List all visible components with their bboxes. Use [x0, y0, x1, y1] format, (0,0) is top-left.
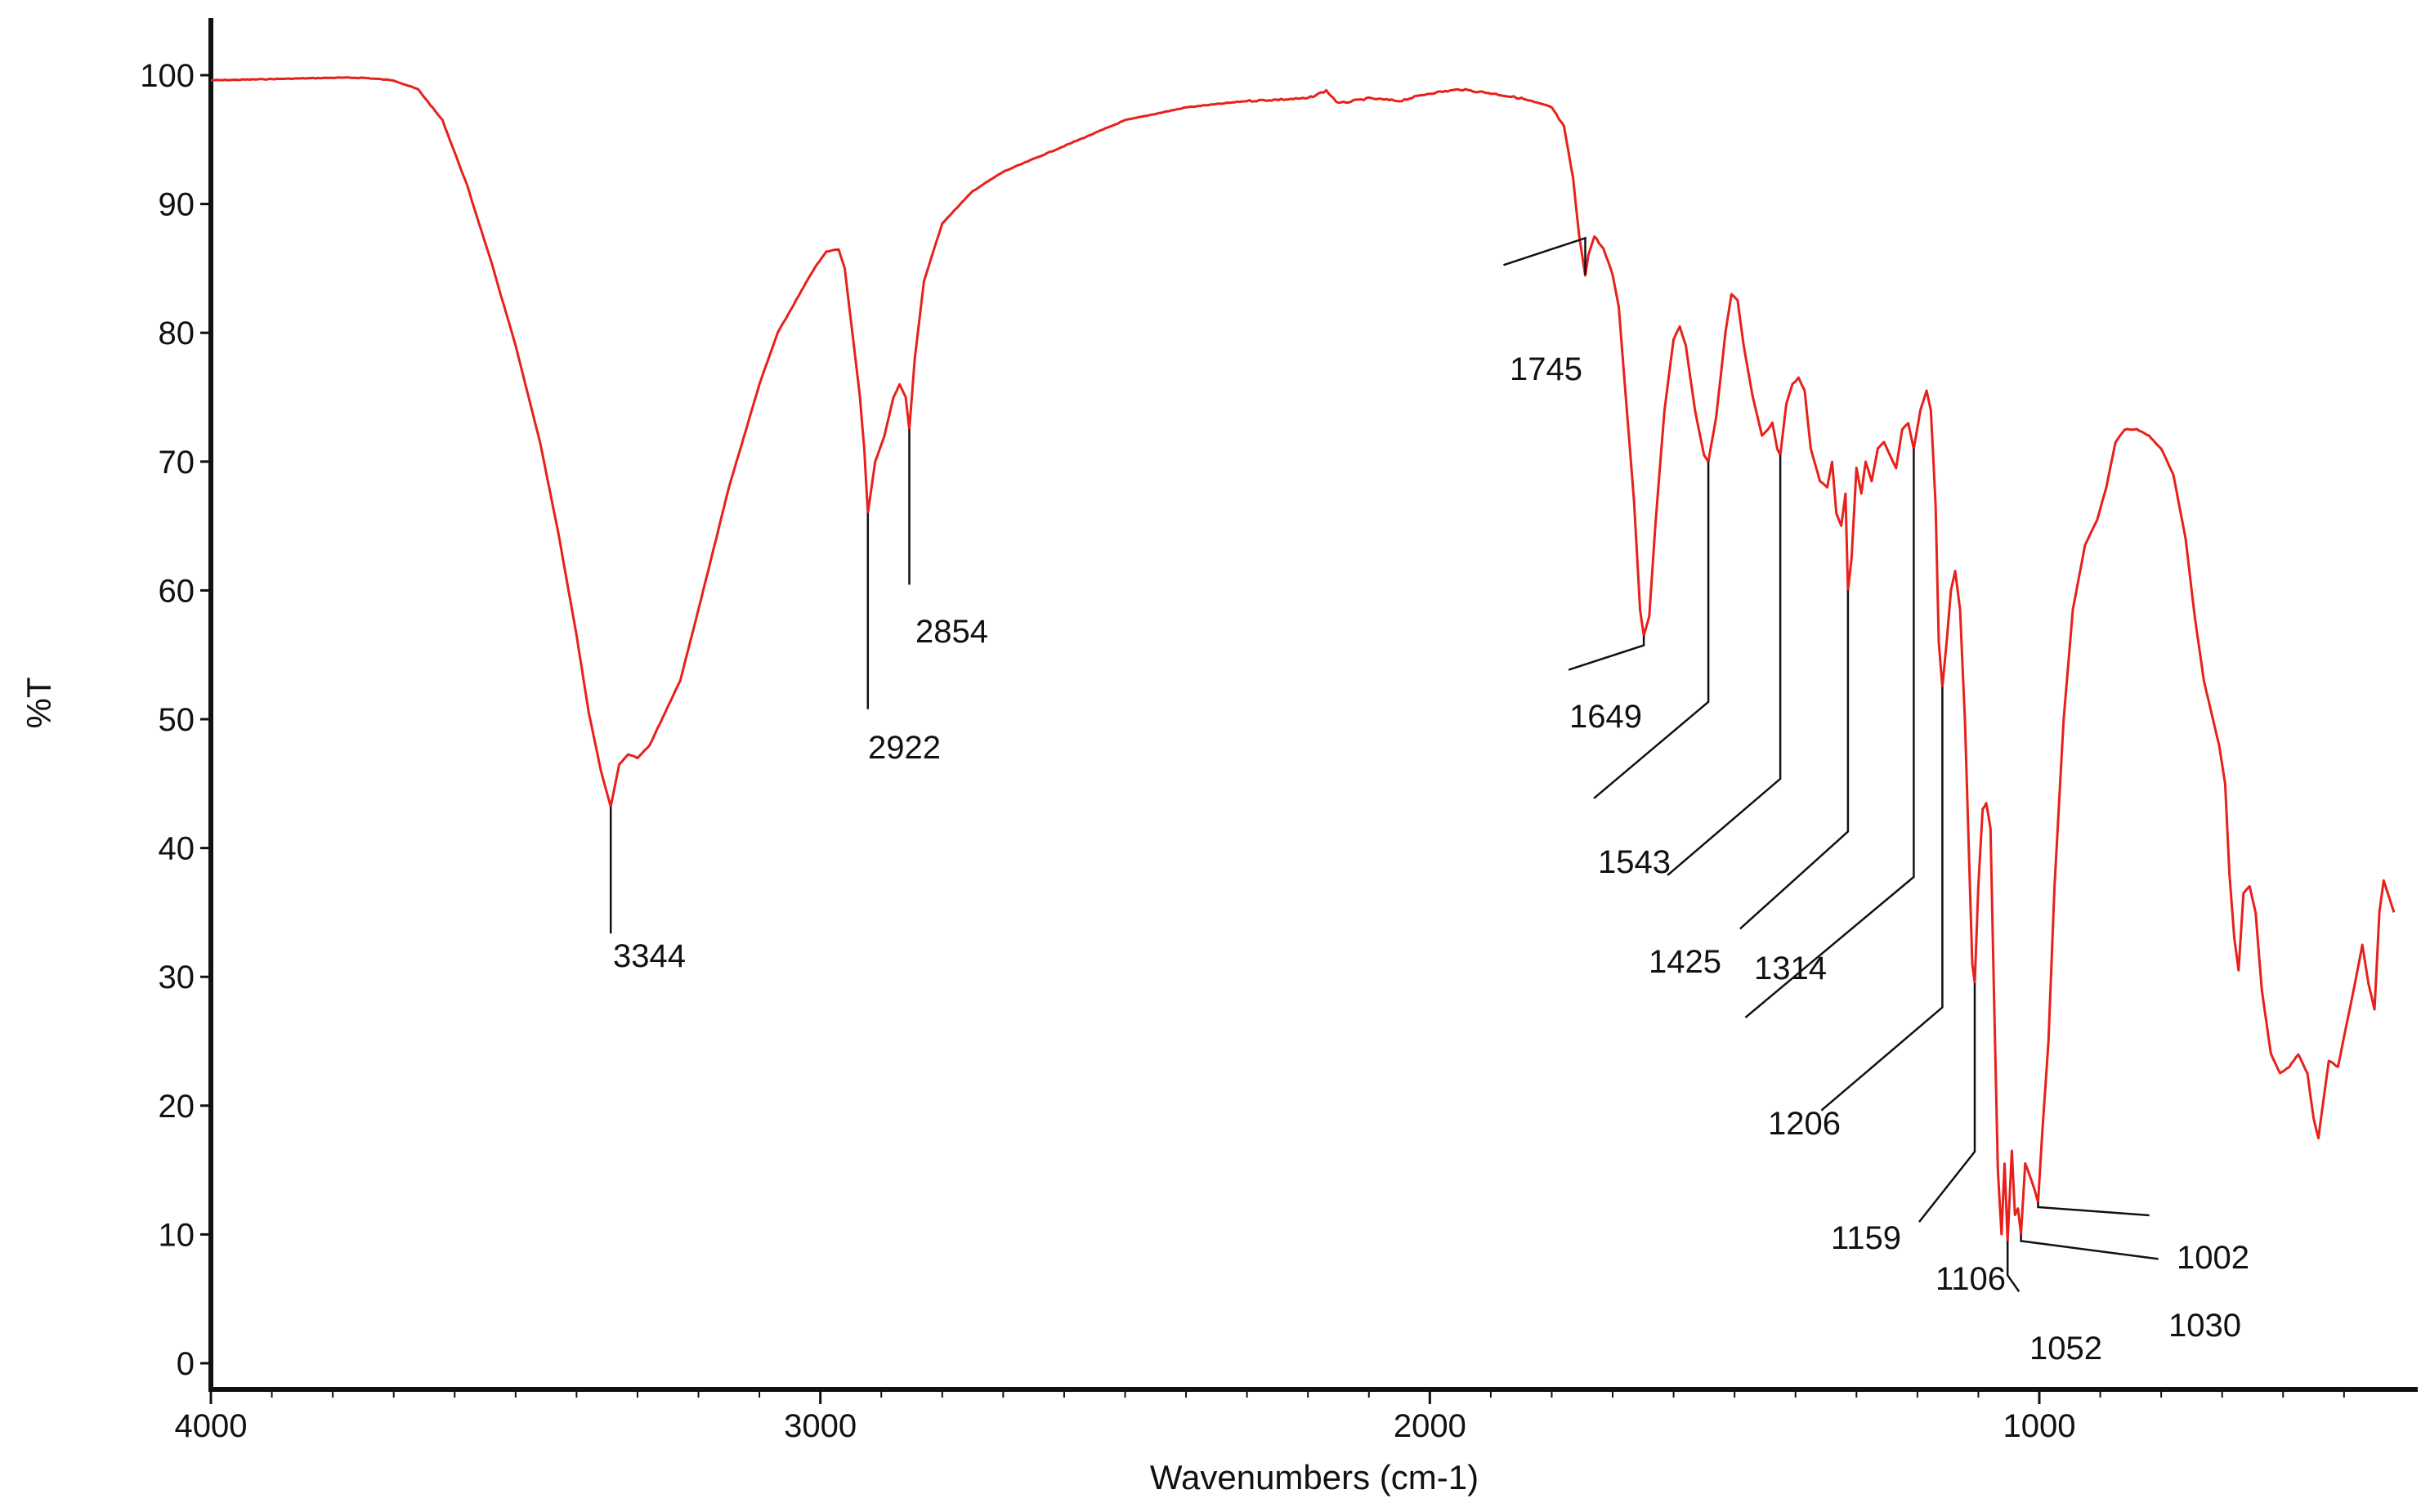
peak-label: 1052: [2029, 1331, 2102, 1367]
peak-leader-line: [1918, 983, 1976, 1223]
plot-axes: [208, 18, 2418, 1392]
peak-label: 1159: [1831, 1220, 1901, 1256]
x-tick-label: 2000: [1394, 1408, 1466, 1444]
x-tick-label: 1000: [2003, 1408, 2076, 1444]
peak-leader-line: [1568, 635, 1645, 671]
peak-label: 1030: [2168, 1308, 2241, 1344]
y-tick-label: 0: [177, 1346, 195, 1382]
y-tick-label: 30: [159, 960, 195, 995]
y-tick-label: 10: [159, 1217, 195, 1253]
series-group: [211, 76, 2396, 1242]
peak-label: 1206: [1768, 1106, 1841, 1142]
x-axis-title: Wavenumbers (cm-1): [1150, 1458, 1479, 1496]
peak-leader-line: [2020, 1234, 2159, 1260]
peak-leader-line: [2006, 1241, 2021, 1293]
x-tick-label: 4000: [175, 1408, 248, 1444]
y-tick-label: 80: [159, 315, 195, 351]
peak-leader-line: [2037, 1202, 2150, 1217]
y-tick-label: 20: [159, 1089, 195, 1125]
y-tick-label: 90: [159, 187, 195, 223]
peak-label: 1543: [1598, 844, 1671, 880]
peak-label: 2922: [868, 730, 941, 766]
peak-leader-line: [1593, 461, 1710, 799]
peak-label: 1649: [1569, 699, 1642, 735]
peak-leader-line: [1744, 449, 1915, 1018]
peak-leader-line: [1503, 236, 1586, 275]
peak-leader-line: [1739, 590, 1850, 930]
x-tick-label: 3000: [784, 1408, 857, 1444]
y-axis-title: %T: [20, 678, 58, 729]
peak-label: 1002: [2177, 1240, 2249, 1276]
peak-leader-line: [1820, 687, 1944, 1112]
peak-label: 3344: [613, 938, 686, 974]
peak-leader-line: [1667, 454, 1782, 876]
y-tick-label: 50: [159, 702, 195, 738]
peak-label: 1425: [1649, 944, 1721, 980]
peak-label: 2854: [915, 614, 988, 650]
x-axis-ticks: 4000 3000 2000 1000: [175, 1389, 2345, 1444]
spectrum-line: [211, 76, 2396, 1242]
y-tick-label: 60: [159, 573, 195, 609]
peak-label: 1745: [1510, 351, 1582, 387]
y-tick-label: 40: [159, 831, 195, 867]
y-tick-label: 70: [159, 445, 195, 481]
y-axis-ticks: 0 10 20 30 40 50 60 70 80 90 100: [140, 58, 211, 1382]
y-tick-label: 100: [140, 58, 195, 94]
peak-label: 1106: [1935, 1261, 2006, 1297]
